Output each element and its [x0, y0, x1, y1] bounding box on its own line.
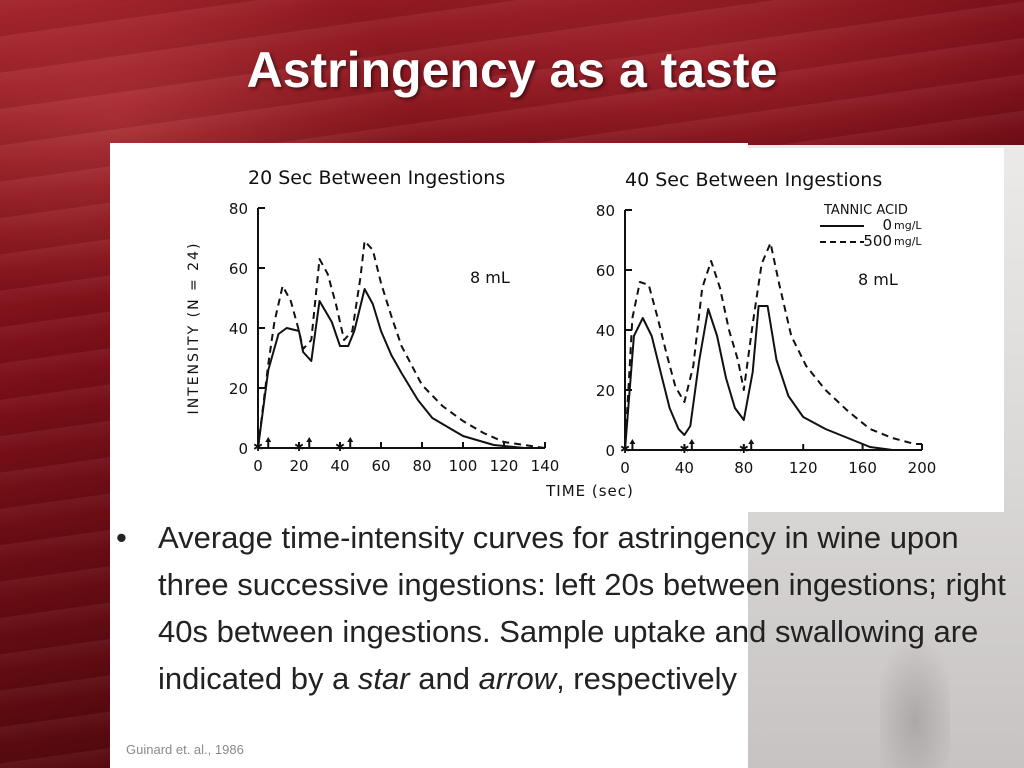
- citation: Guinard et. al., 1986: [126, 742, 244, 757]
- uptake-star-c2: ✱: [679, 442, 689, 456]
- bullet-emphasis-star: star: [357, 661, 410, 696]
- y-tick-label-c2: 60: [596, 262, 615, 280]
- x-tick-label-c2: 40: [675, 459, 694, 477]
- uptake-star-c2: ✱: [739, 442, 749, 456]
- y-tick-label-c2: 40: [596, 322, 615, 340]
- x-tick-label-c1: 120: [490, 457, 519, 475]
- legend-label-solid: 0: [882, 216, 892, 234]
- wine-glass-stem-shadow: [880, 520, 950, 768]
- y-tick-label-c1: 0: [238, 440, 248, 458]
- volume-annotation-c1: 8 mL: [470, 268, 510, 287]
- bullet-text-part2: and: [409, 661, 479, 696]
- legend-label-dashed: 500: [863, 232, 892, 250]
- y-tick-label-c2: 0: [605, 442, 615, 460]
- legend-unit-solid: mg/L: [894, 219, 922, 232]
- chart-title-c1: 20 Sec Between Ingestions: [248, 167, 505, 189]
- legend-unit-dashed: mg/L: [894, 235, 922, 248]
- chart-panel: 20 Sec Between Ingestions 0 20 40 60 80 0 20 40 6…: [170, 148, 1004, 512]
- legend-title: TANNIC ACID: [823, 203, 908, 218]
- x-tick-label-c2: 120: [789, 459, 818, 477]
- x-tick-label-c1: 80: [412, 457, 431, 475]
- bullet-text: Average time-intensity curves for astrin…: [158, 514, 1020, 702]
- y-tick-label-c1: 40: [229, 320, 248, 338]
- y-tick-label-c1: 60: [229, 260, 248, 278]
- x-tick-label-c1: 100: [449, 457, 478, 475]
- bullet-text-part1: Average time-intensity curves for astrin…: [158, 520, 1006, 696]
- uptake-star-c1: ✱: [294, 440, 304, 454]
- x-tick-label-c2: 200: [908, 459, 937, 477]
- x-tick-label-c1: 40: [330, 457, 349, 475]
- series-line-solid-c1: [257, 288, 545, 449]
- y-tick-label-c1: 80: [229, 200, 248, 218]
- y-tick-label-c2: 20: [596, 382, 615, 400]
- swallow-arrow-head-c1: [306, 437, 313, 442]
- uptake-star-c2: ✱: [620, 442, 630, 456]
- x-tick-label-c1: 140: [531, 457, 560, 475]
- swallow-arrow-head-c2: [748, 439, 755, 444]
- x-tick-label-c2: 160: [848, 459, 877, 477]
- x-axis-label: TIME (sec): [545, 482, 634, 500]
- bullet-marker: •: [116, 520, 127, 555]
- series-line-dashed-c1: [257, 240, 546, 449]
- uptake-star-c1: ✱: [253, 440, 263, 454]
- slide-title: Astringency as a taste: [246, 42, 778, 98]
- x-tick-label-c1: 0: [253, 457, 263, 475]
- x-tick-label-c2: 80: [734, 459, 753, 477]
- x-tick-label-c1: 20: [289, 457, 308, 475]
- time-intensity-charts: 20 Sec Between Ingestions 0 20 40 60 80 0 20 40 6…: [186, 167, 937, 500]
- y-axis-label: INTENSITY (N = 24): [186, 242, 202, 415]
- bullet-text-part3: , respectively: [556, 661, 737, 696]
- bullet-emphasis-arrow: arrow: [478, 661, 557, 696]
- x-tick-label-c2: 0: [620, 459, 630, 477]
- x-tick-label-c1: 60: [371, 457, 390, 475]
- uptake-star-c1: ✱: [335, 440, 345, 454]
- swallow-arrow-head-c1: [347, 437, 354, 442]
- volume-annotation-c2: 8 mL: [858, 270, 898, 289]
- swallow-arrow-head-c2: [629, 439, 636, 444]
- swallow-arrow-head-c2: [688, 439, 695, 444]
- y-tick-label-c1: 20: [229, 380, 248, 398]
- swallow-arrow-head-c1: [265, 437, 272, 442]
- series-line-solid-c2: [624, 305, 922, 451]
- chart-title-c2: 40 Sec Between Ingestions: [625, 169, 882, 191]
- y-tick-label-c2: 80: [596, 202, 615, 220]
